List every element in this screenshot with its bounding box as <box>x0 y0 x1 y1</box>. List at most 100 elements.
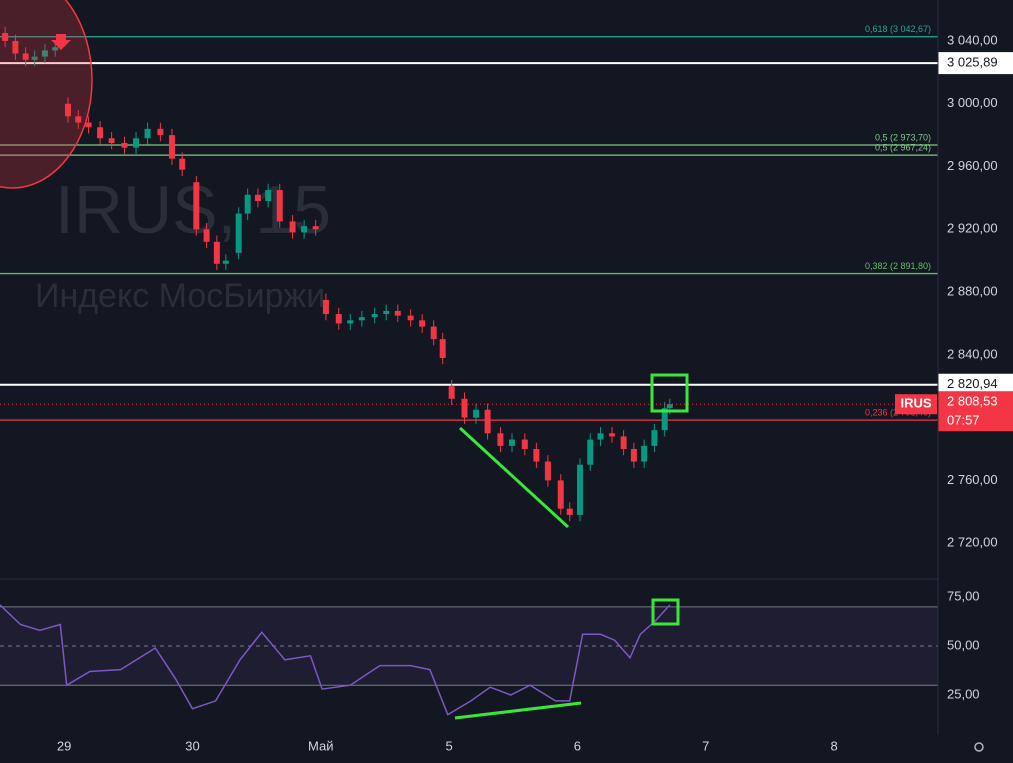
fib-label: 0,382 (2 891,80) <box>865 261 931 271</box>
candle-body <box>75 116 82 123</box>
price-level-tag <box>938 373 1013 396</box>
countdown-label: 07:57 <box>947 413 980 428</box>
candle-body <box>168 135 175 159</box>
candle-body <box>557 480 564 509</box>
candle-body <box>587 439 594 465</box>
fib-label: 0,5 (2 973,70) <box>875 132 931 142</box>
candle-body <box>533 448 540 462</box>
candle-body <box>508 439 515 446</box>
candle-body <box>407 315 414 321</box>
candle-body <box>289 221 296 233</box>
price-level-tag <box>938 52 1013 75</box>
candle-body <box>383 310 390 315</box>
rsi-band <box>0 606 938 686</box>
candle-body <box>358 317 365 321</box>
candle-body <box>461 398 468 418</box>
y-tick-label: 2 960,00 <box>947 158 998 173</box>
watermark-subtitle: Индекс МосБиржи <box>35 277 325 315</box>
candle-body <box>641 445 648 462</box>
candle-body <box>371 314 378 318</box>
candle-body <box>144 128 151 139</box>
down-arrow <box>51 34 71 50</box>
candle-body <box>2 33 9 41</box>
candle-body <box>265 190 272 202</box>
x-tick-label: 8 <box>830 738 837 753</box>
highlight-box <box>650 373 689 413</box>
candle-body <box>521 439 528 449</box>
candle-body <box>335 314 342 324</box>
y-tick-label: 3 040,00 <box>947 32 998 47</box>
candle-body <box>203 229 210 242</box>
candle-body <box>41 50 48 57</box>
candle-body <box>97 127 104 139</box>
fib-label: 0,618 (3 042,67) <box>865 24 931 34</box>
price-level-label: 2 820,94 <box>947 376 998 391</box>
candle-body <box>544 461 551 481</box>
x-tick-label: 7 <box>702 738 709 753</box>
y-tick-label: 2 720,00 <box>947 535 998 550</box>
candle-body <box>213 241 220 264</box>
symbol-tag <box>895 394 937 415</box>
candle-body <box>620 436 627 449</box>
rsi-trend-line <box>454 701 582 720</box>
candle-body <box>108 138 115 143</box>
candle-body <box>22 53 29 60</box>
candle-body <box>497 433 504 446</box>
candle-body <box>254 194 261 202</box>
candle-body <box>419 320 426 327</box>
y-tick-label: 2 880,00 <box>947 283 998 298</box>
candle-body <box>121 142 128 148</box>
candle-body <box>244 194 251 214</box>
rsi-highlight-box <box>651 598 680 626</box>
candle-body <box>630 448 637 462</box>
candle-body <box>576 464 583 515</box>
watermark-title: IRUS, 15 <box>55 172 331 248</box>
candle-body <box>312 226 319 230</box>
candle-body <box>157 128 164 136</box>
trend-line <box>458 426 570 529</box>
last-price-label: 2 808,53 <box>947 394 998 409</box>
price-level-label: 3 025,89 <box>947 55 998 70</box>
candle-body <box>301 226 308 233</box>
candle-body <box>222 260 229 264</box>
candle-body <box>276 190 283 222</box>
highlight-ellipse <box>0 0 93 189</box>
x-tick-label: 30 <box>185 738 199 753</box>
candle-body <box>85 122 92 128</box>
candle-body <box>193 182 200 230</box>
candle-body <box>322 299 329 315</box>
last-price-tag <box>938 391 1013 432</box>
candle-body <box>473 409 480 418</box>
candle-body <box>448 386 455 399</box>
candle-body <box>609 433 616 437</box>
y-tick-label: 50,00 <box>947 637 980 652</box>
candle-body <box>484 409 491 434</box>
candle-body <box>31 56 38 60</box>
x-tick-label: 29 <box>57 738 71 753</box>
candle-body <box>133 138 140 148</box>
candle-body <box>430 326 437 340</box>
fib-label: 0,5 (2 967,24) <box>875 143 931 153</box>
y-tick-label: 2 920,00 <box>947 221 998 236</box>
y-tick-label: 2 760,00 <box>947 472 998 487</box>
y-tick-label: 2 840,00 <box>947 346 998 361</box>
candle-body <box>439 339 446 358</box>
candle-body <box>65 103 72 117</box>
y-tick-label: 75,00 <box>947 588 980 603</box>
y-tick-label: 3 000,00 <box>947 95 998 110</box>
rsi-line <box>0 604 671 716</box>
x-tick-label: 6 <box>574 738 581 753</box>
candle-body <box>597 433 604 440</box>
candle-body <box>651 430 658 446</box>
candle-body <box>566 508 573 515</box>
candle-body <box>12 40 19 54</box>
x-tick-label: Май <box>308 738 333 753</box>
symbol-label: IRUS <box>900 396 931 411</box>
y-tick-label: 25,00 <box>947 686 980 701</box>
candle-body <box>661 408 668 431</box>
settings-icon[interactable] <box>974 742 984 752</box>
candle-body <box>235 213 242 253</box>
candle-body <box>179 158 186 170</box>
